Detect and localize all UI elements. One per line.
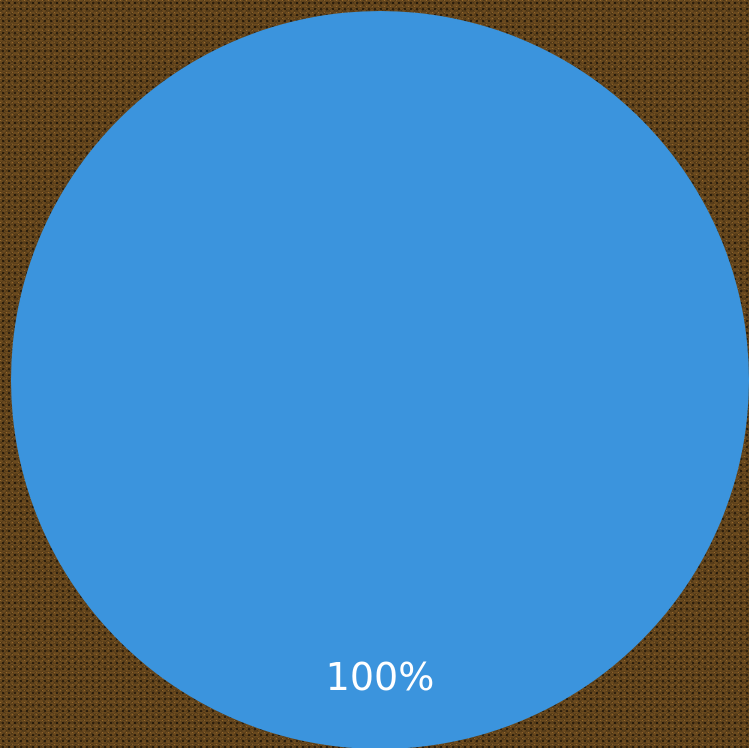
pie-slices <box>11 11 749 748</box>
pie-slice-label: 100% <box>326 655 435 699</box>
pie-labels: 100% <box>326 655 435 699</box>
pie-slice <box>11 11 749 748</box>
